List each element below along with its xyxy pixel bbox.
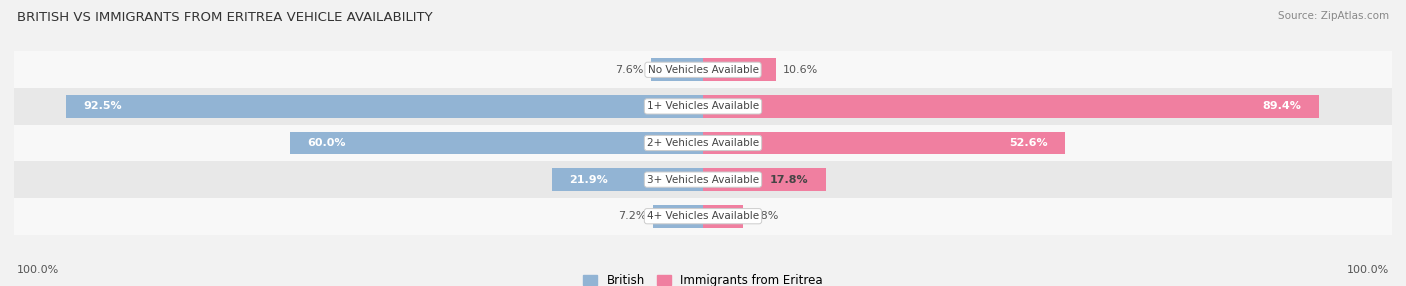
Text: 21.9%: 21.9% <box>569 175 609 184</box>
Bar <box>703 132 1066 154</box>
Text: 89.4%: 89.4% <box>1263 102 1302 111</box>
Text: 4+ Vehicles Available: 4+ Vehicles Available <box>647 211 759 221</box>
Text: 100.0%: 100.0% <box>17 265 59 275</box>
Bar <box>553 168 703 191</box>
Bar <box>14 198 1392 235</box>
Text: 2+ Vehicles Available: 2+ Vehicles Available <box>647 138 759 148</box>
Text: BRITISH VS IMMIGRANTS FROM ERITREA VEHICLE AVAILABILITY: BRITISH VS IMMIGRANTS FROM ERITREA VEHIC… <box>17 11 433 24</box>
Bar <box>703 58 776 81</box>
Bar <box>14 88 1392 125</box>
Text: 7.2%: 7.2% <box>619 211 647 221</box>
Legend: British, Immigrants from Eritrea: British, Immigrants from Eritrea <box>583 274 823 286</box>
Bar <box>703 168 825 191</box>
Text: 7.6%: 7.6% <box>616 65 644 75</box>
Text: 60.0%: 60.0% <box>307 138 346 148</box>
Bar <box>651 58 703 81</box>
Text: No Vehicles Available: No Vehicles Available <box>648 65 758 75</box>
Text: Source: ZipAtlas.com: Source: ZipAtlas.com <box>1278 11 1389 21</box>
Text: 10.6%: 10.6% <box>783 65 818 75</box>
Bar <box>654 205 703 228</box>
Bar <box>703 95 1319 118</box>
Bar <box>703 205 742 228</box>
Bar <box>66 95 703 118</box>
Bar <box>14 51 1392 88</box>
Text: 52.6%: 52.6% <box>1010 138 1047 148</box>
Bar <box>14 161 1392 198</box>
Bar <box>14 125 1392 161</box>
Text: 1+ Vehicles Available: 1+ Vehicles Available <box>647 102 759 111</box>
Bar <box>290 132 703 154</box>
Text: 5.8%: 5.8% <box>749 211 779 221</box>
Text: 17.8%: 17.8% <box>769 175 808 184</box>
Text: 3+ Vehicles Available: 3+ Vehicles Available <box>647 175 759 184</box>
Text: 92.5%: 92.5% <box>83 102 121 111</box>
Text: 100.0%: 100.0% <box>1347 265 1389 275</box>
